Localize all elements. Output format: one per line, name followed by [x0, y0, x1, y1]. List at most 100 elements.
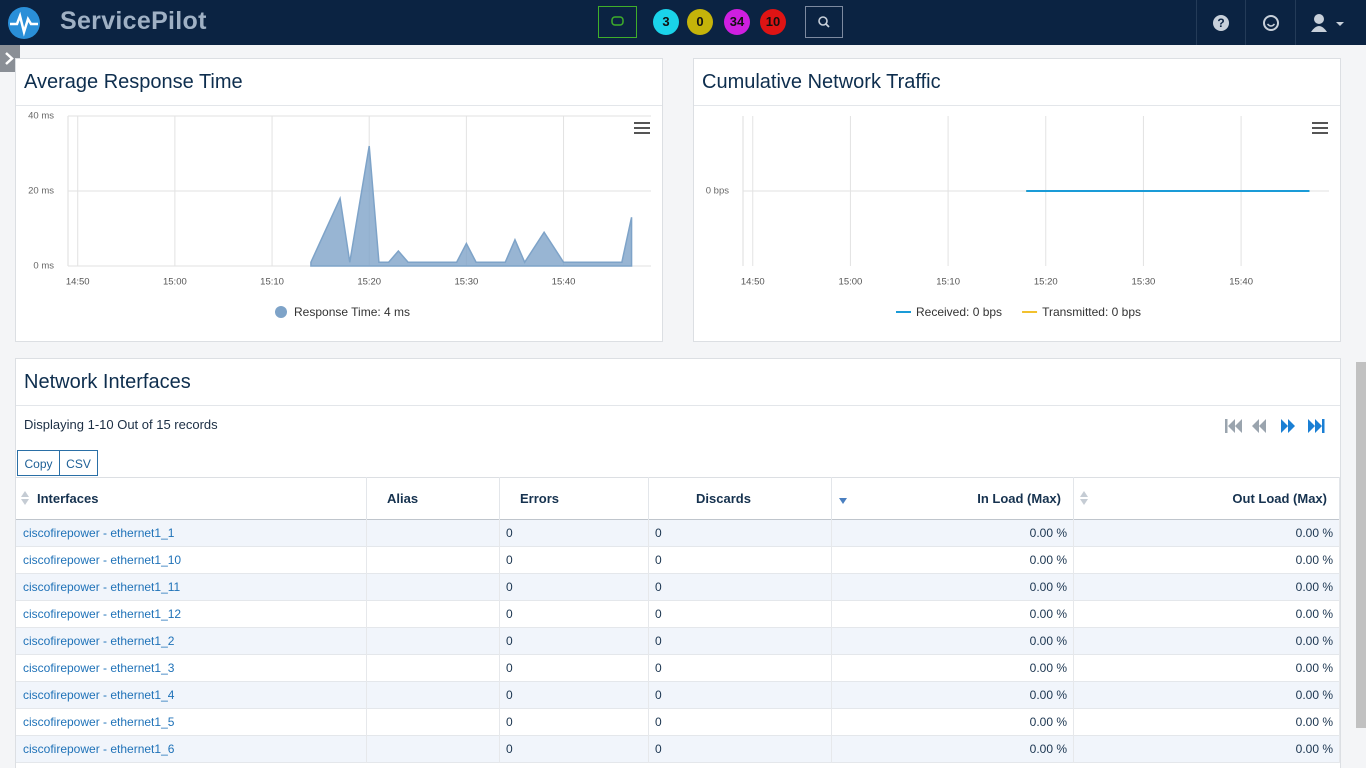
table-cell: 0.00 % [832, 601, 1074, 628]
table-cell: 0 [500, 574, 649, 601]
interface-link[interactable]: ciscofirepower - ethernet1_1 [17, 520, 367, 547]
export-button[interactable]: Copy [17, 450, 60, 476]
chat-button[interactable] [598, 6, 637, 38]
sort-icon [21, 499, 29, 505]
y-tick-label: 0 bps [706, 186, 729, 197]
interface-link[interactable]: ciscofirepower - ethernet1_10 [17, 547, 367, 574]
sort-icon [1080, 491, 1088, 497]
x-tick-label: 15:40 [1229, 277, 1253, 288]
prev-page[interactable] [1252, 419, 1266, 433]
last-page[interactable] [1308, 419, 1325, 433]
column-header[interactable]: Discards [649, 477, 832, 520]
sort-icon [839, 498, 847, 504]
legend-label[interactable]: Received: 0 bps [916, 305, 1002, 319]
legend-label[interactable]: Response Time: 4 ms [294, 305, 410, 319]
table-cell: 0 [649, 574, 832, 601]
table-cell [367, 709, 500, 736]
y-tick-label: 20 ms [28, 186, 54, 197]
divider [694, 105, 1340, 106]
table-cell [367, 655, 500, 682]
table-cell: 0 [649, 547, 832, 574]
table-cell: 0 [500, 655, 649, 682]
interface-link[interactable]: ciscofirepower - ethernet1_12 [17, 601, 367, 628]
table-cell: 0.00 % [1074, 709, 1340, 736]
interface-link[interactable]: ciscofirepower - ethernet1_11 [17, 574, 367, 601]
table-cell: 0.00 % [1074, 547, 1340, 574]
column-header[interactable]: Alias [367, 477, 500, 520]
user-menu[interactable] [1310, 12, 1346, 34]
table-cell: 0.00 % [832, 628, 1074, 655]
x-tick-label: 15:10 [936, 277, 960, 288]
brand[interactable]: ServicePilot [60, 7, 207, 35]
interface-link[interactable]: ciscofirepower - ethernet1_3 [17, 655, 367, 682]
alert-badge[interactable]: 3 [653, 9, 679, 35]
logo[interactable] [7, 6, 41, 40]
export-button[interactable]: CSV [59, 450, 98, 476]
alert-badge[interactable]: 0 [687, 9, 713, 35]
table-cell: 0.00 % [1074, 520, 1340, 547]
chat-icon [611, 16, 624, 26]
table-cell: 0.00 % [1074, 601, 1340, 628]
x-tick-label: 15:30 [1132, 277, 1156, 288]
column-header[interactable]: Errors [500, 477, 649, 520]
interface-link[interactable]: ciscofirepower - ethernet1_5 [17, 709, 367, 736]
sort-icon [21, 491, 29, 497]
feedback-icon[interactable] [1261, 13, 1281, 33]
svg-text:?: ? [1217, 16, 1224, 30]
charts: 0 ms 20 ms 40 ms 14:50 15:00 15:10 15:20 15:30 1… [28, 111, 1329, 319]
table-cell: 0 [649, 682, 832, 709]
table-cell: 0.00 % [832, 682, 1074, 709]
table-cell: 0 [649, 655, 832, 682]
table-row [16, 574, 1340, 601]
table-row [16, 736, 1340, 763]
table-cell: 0.00 % [832, 547, 1074, 574]
top-bar: ServicePilot ? 3 0 34 10 [0, 0, 1366, 45]
table-cell: 0 [500, 682, 649, 709]
x-tick-label: 15:10 [260, 277, 284, 288]
table-cell: 0.00 % [832, 574, 1074, 601]
separator [1295, 0, 1296, 45]
table-cell: 0.00 % [1074, 682, 1340, 709]
chevron-icon [5, 52, 14, 65]
table-row [16, 520, 1340, 547]
x-tick-label: 15:30 [454, 277, 478, 288]
legend-label[interactable]: Transmitted: 0 bps [1042, 305, 1141, 319]
interface-link[interactable]: ciscofirepower - ethernet1_2 [17, 628, 367, 655]
chart-panel: Cumulative Network Traffic [693, 58, 1341, 342]
y-tick-label: 40 ms [28, 111, 54, 122]
search-icon [818, 16, 830, 28]
table-cell: 0 [500, 736, 649, 763]
interface-link[interactable]: ciscofirepower - ethernet1_4 [17, 682, 367, 709]
table-cell: 0 [649, 736, 832, 763]
table-cell: 0.00 % [1074, 655, 1340, 682]
table-row [16, 601, 1340, 628]
table-cell [367, 736, 500, 763]
scrollbar-thumb[interactable] [1356, 362, 1366, 728]
chart-menu[interactable] [1312, 122, 1328, 124]
panel-title: Cumulative Network Traffic [702, 71, 941, 93]
next-page[interactable] [1281, 419, 1295, 433]
table-cell: 0 [649, 601, 832, 628]
help-icon[interactable]: ? [1211, 13, 1231, 33]
x-tick-label: 14:50 [66, 277, 90, 288]
alert-badge[interactable]: 10 [760, 9, 786, 35]
column-header[interactable]: Out Load (Max) [1074, 477, 1340, 520]
separator [1245, 0, 1246, 45]
first-page[interactable] [1225, 419, 1242, 433]
table-cell [367, 601, 500, 628]
table-cell: 0 [649, 709, 832, 736]
alert-badge[interactable]: 34 [724, 9, 750, 35]
table-cell: 0.00 % [1074, 574, 1340, 601]
column-header[interactable]: In Load (Max) [832, 477, 1074, 520]
divider [16, 405, 1340, 406]
interface-link[interactable]: ciscofirepower - ethernet1_6 [17, 736, 367, 763]
table-row [16, 682, 1340, 709]
table-cell: 0 [500, 601, 649, 628]
search-button[interactable] [805, 6, 843, 38]
area [310, 145, 633, 267]
chart-menu[interactable] [634, 122, 650, 124]
column-header[interactable]: Interfaces [17, 477, 367, 520]
separator [1196, 0, 1197, 45]
table-cell: 0.00 % [832, 655, 1074, 682]
